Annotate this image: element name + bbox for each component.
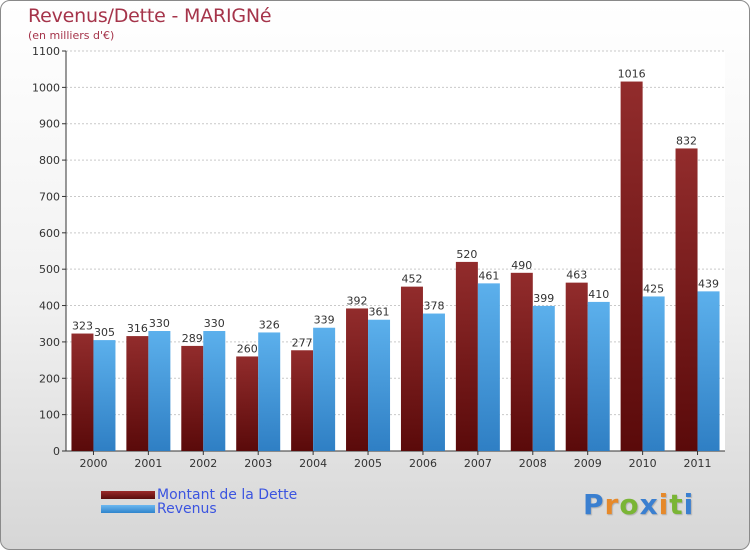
legend-swatch-dette <box>101 491 155 499</box>
plot-area <box>66 51 725 451</box>
x-tick-label: 2001 <box>134 457 162 470</box>
x-tick-label: 2004 <box>299 457 327 470</box>
logo-letter: r <box>604 488 620 521</box>
x-tick-label: 2009 <box>574 457 602 470</box>
bar-dette <box>291 350 314 451</box>
bar-dette <box>455 261 478 451</box>
bar-revenus <box>313 327 336 451</box>
bar-dette <box>346 308 369 451</box>
bar-revenus <box>477 283 500 451</box>
y-tick-label: 1100 <box>32 45 60 58</box>
legend-label-dette: Montant de la Dette <box>157 487 298 503</box>
value-label-dette: 277 <box>292 336 313 349</box>
value-label-revenus: 399 <box>533 292 554 305</box>
y-tick-label: 1000 <box>32 81 60 94</box>
y-tick-label: 800 <box>39 154 60 167</box>
bar-revenus <box>148 331 171 451</box>
value-label-dette: 463 <box>566 269 587 282</box>
bar-dette <box>181 345 204 451</box>
x-tick-label: 2010 <box>629 457 657 470</box>
logo-letter: x <box>639 488 659 521</box>
value-label-revenus: 361 <box>369 306 390 319</box>
value-label-dette: 392 <box>347 294 368 307</box>
bar-dette <box>400 286 423 451</box>
x-tick-label: 2006 <box>409 457 437 470</box>
legend-item-revenus: Revenus <box>101 501 217 517</box>
x-tick-label: 2000 <box>79 457 107 470</box>
value-label-revenus: 461 <box>478 269 499 282</box>
x-tick-label: 2011 <box>684 457 712 470</box>
value-label-revenus: 305 <box>94 326 115 339</box>
value-label-revenus: 425 <box>643 282 664 295</box>
y-tick-label: 900 <box>39 118 60 131</box>
logo-letter: t <box>669 488 684 521</box>
bar-revenus <box>697 291 720 451</box>
bar-dette <box>620 81 643 451</box>
y-tick-label: 600 <box>39 227 60 240</box>
value-label-dette: 832 <box>676 134 697 147</box>
bar-revenus <box>203 331 226 451</box>
value-label-dette: 316 <box>127 322 148 335</box>
chart-title: Revenus/Dette - MARIGNé <box>28 5 272 27</box>
bar-revenus <box>587 301 610 451</box>
y-tick-label: 400 <box>39 300 60 313</box>
value-label-dette: 289 <box>182 332 203 345</box>
legend-swatch-revenus <box>101 505 155 513</box>
bar-revenus <box>422 313 445 451</box>
value-label-dette: 260 <box>237 342 258 355</box>
value-label-dette: 452 <box>401 273 422 286</box>
logo-letter: P <box>583 488 605 521</box>
x-tick-label: 2002 <box>189 457 217 470</box>
y-tick-label: 500 <box>39 263 60 276</box>
bar-dette <box>510 272 533 451</box>
bar-dette <box>675 148 698 452</box>
bar-dette <box>565 282 588 451</box>
logo-letter: i <box>658 488 670 521</box>
value-label-revenus: 439 <box>698 277 719 290</box>
x-tick-label: 2003 <box>244 457 272 470</box>
logo-letter: i <box>683 488 695 521</box>
bar-revenus <box>93 340 116 451</box>
value-label-revenus: 326 <box>259 318 280 331</box>
value-label-dette: 323 <box>72 320 93 333</box>
x-tick-label: 2005 <box>354 457 382 470</box>
bar-revenus <box>532 305 555 451</box>
value-label-revenus: 339 <box>314 314 335 327</box>
value-label-dette: 490 <box>511 259 532 272</box>
value-label-revenus: 410 <box>588 288 609 301</box>
y-tick-label: 300 <box>39 336 60 349</box>
legend-label-revenus: Revenus <box>157 501 217 517</box>
legend-item-dette: Montant de la Dette <box>101 487 297 503</box>
bar-dette <box>71 333 94 451</box>
bar-dette <box>126 336 149 451</box>
x-tick-label: 2007 <box>464 457 492 470</box>
value-label-revenus: 330 <box>204 317 225 330</box>
logo-letter: o <box>619 488 640 521</box>
value-label-dette: 520 <box>456 248 477 261</box>
y-tick-label: 200 <box>39 372 60 385</box>
bar-revenus <box>258 332 281 451</box>
y-tick-label: 0 <box>53 445 60 458</box>
value-label-dette: 1016 <box>618 68 646 81</box>
bar-dette <box>236 356 259 451</box>
y-tick-label: 700 <box>39 190 60 203</box>
chart-subtitle: (en milliers d'€) <box>28 29 115 42</box>
x-tick-label: 2008 <box>519 457 547 470</box>
bar-revenus <box>642 296 665 451</box>
value-label-revenus: 378 <box>423 300 444 313</box>
value-label-revenus: 330 <box>149 317 170 330</box>
bar-revenus <box>368 319 391 451</box>
proxiti-logo: Proxiti <box>583 488 694 521</box>
y-tick-label: 100 <box>39 409 60 422</box>
